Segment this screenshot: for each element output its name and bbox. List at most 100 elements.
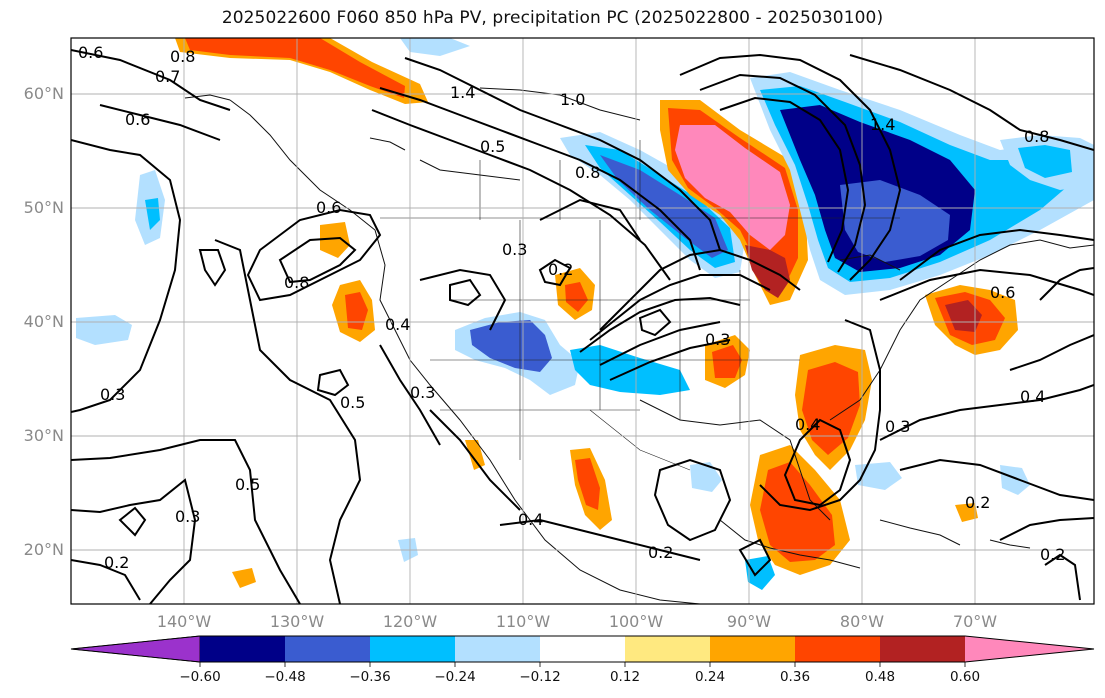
lat-label-60n: 60°N: [23, 84, 64, 103]
colorbar-tick-label: −0.12: [519, 669, 561, 685]
colorbar-tick-label: −0.24: [434, 669, 476, 685]
lat-label-40n: 40°N: [23, 312, 64, 331]
map-frame-content: 0.6 0.8 0.7 1.4 0.6 0.5 0.8 0.6 0.8 0.3 …: [71, 38, 1094, 604]
pv-contours: [71, 49, 1094, 604]
contour-label: 1.4: [870, 115, 895, 134]
colorbar-tick-label: 0.60: [949, 669, 981, 685]
contour-label: 0.2: [1040, 545, 1065, 564]
contour-label: 0.3: [175, 507, 200, 526]
lon-label-130w: 130°W: [269, 612, 325, 631]
shade-wc-pos-2: [345, 292, 368, 330]
shade-ne-pos-3: [945, 300, 982, 332]
lon-label-90w: 90°W: [726, 612, 772, 631]
shade-atl-pos-1: [955, 503, 978, 522]
shade-gulf-pos-2: [760, 462, 835, 562]
colorbar-tick-label: 0.24: [694, 669, 726, 685]
colorbar-segment-2: [285, 636, 370, 662]
contour-label: 0.4: [518, 510, 543, 529]
shade-atl-neg-1: [855, 462, 902, 490]
coastlines: [184, 87, 1094, 604]
shade-pac-neg-3: [76, 315, 132, 345]
lon-label-80w: 80°W: [839, 612, 885, 631]
colorbar-segment-6: [625, 636, 710, 662]
lon-label-100w: 100°W: [608, 612, 664, 631]
shade-sw-pos-2: [565, 282, 588, 312]
colorbar-segment-9-10: [880, 636, 965, 662]
shade-gl-pos-pink: [675, 125, 790, 250]
contour-label: 0.7: [155, 67, 180, 86]
contour-label: 0.5: [480, 137, 505, 156]
colorbar-segment-0: [70, 635, 201, 663]
colorbar-segment-1: [200, 636, 285, 662]
political-borders: [380, 140, 900, 471]
contour-label: 0.2: [648, 543, 673, 562]
contour-label: 0.3: [885, 417, 910, 436]
colorbar-segment-3: [370, 636, 455, 662]
shade-pac-neg-2: [145, 198, 160, 230]
lat-label-50n: 50°N: [23, 198, 64, 217]
contour-label: 0.3: [100, 385, 125, 404]
contour-label: 0.8: [1024, 127, 1049, 146]
lat-label-20n: 20°N: [23, 540, 64, 559]
lon-label-120w: 120°W: [382, 612, 438, 631]
shade-gl-pos-dark: [745, 245, 790, 298]
lon-label-140w: 140°W: [156, 612, 212, 631]
shade-ec-neg-4: [840, 180, 950, 262]
colorbar-tick-label: 0.36: [779, 669, 811, 685]
colorbar-segment-7: [710, 636, 795, 662]
contour-label: 0.5: [340, 393, 365, 412]
colorbar-segment-8: [795, 636, 880, 662]
colorbar-segment-4: [455, 636, 540, 662]
contour-label: 1.4: [450, 83, 475, 102]
contour-label: 0.3: [705, 330, 730, 349]
colorbar-tick-label: −0.36: [349, 669, 391, 685]
shade-top-neg-1: [400, 38, 470, 56]
contour-label: 1.0: [560, 90, 585, 109]
shade-cs-pos-2: [712, 345, 742, 378]
graticule: [71, 38, 1094, 604]
contour-label: 0.8: [575, 163, 600, 182]
contour-label: 0.3: [410, 383, 435, 402]
contour-label: 0.5: [235, 475, 260, 494]
shade-plains-neg-2: [470, 320, 552, 372]
contour-label: 0.2: [104, 553, 129, 572]
contour-label: 0.8: [170, 47, 195, 66]
shade-mx-pos-2: [575, 458, 600, 510]
precip-shading: [76, 38, 1094, 590]
contour-label: 0.8: [284, 273, 309, 292]
colorbar-tick-label: 0.48: [864, 669, 896, 685]
shade-se-pos-2: [802, 362, 860, 455]
lat-label-30n: 30°N: [23, 426, 64, 445]
shade-pac-pos-1: [232, 568, 256, 588]
lon-label-70w: 70°W: [952, 612, 998, 631]
contour-label: 0.4: [1020, 387, 1045, 406]
contour-labels: 0.6 0.8 0.7 1.4 0.6 0.5 0.8 0.6 0.8 0.3 …: [78, 43, 1065, 572]
contour-label: 0.6: [125, 110, 150, 129]
colorbar-tick-label: −0.60: [179, 669, 221, 685]
shade-wc-pos-3: [320, 222, 350, 258]
colorbar-segment-10: [965, 636, 1094, 662]
map-border: [70, 37, 1095, 605]
shade-ne-neg-2: [1018, 145, 1072, 178]
shade-nw-pos-inner: [185, 38, 405, 98]
contour-label: 0.2: [965, 493, 990, 512]
shade-mx-pos-3: [465, 440, 485, 470]
map-title: 2025022600 F060 850 hPa PV, precipitatio…: [221, 8, 884, 28]
contour-label: 0.2: [548, 260, 573, 279]
colorbar-tick-label: −0.48: [264, 669, 306, 685]
contour-label: 0.6: [78, 43, 103, 62]
colorbar-tick-label: 0.12: [609, 669, 641, 685]
lon-label-110w: 110°W: [495, 612, 551, 631]
colorbar-segment-5: [540, 636, 625, 662]
contour-label: 0.4: [385, 315, 410, 334]
shade-gulf-neg-1: [690, 462, 722, 492]
shade-atl-neg-2: [1000, 465, 1030, 495]
shade-canada-neg-3: [600, 155, 728, 258]
contour-label: 0.6: [990, 283, 1015, 302]
shade-carib-neg-1: [745, 556, 775, 590]
contour-label: 0.3: [502, 240, 527, 259]
contour-label: 0.4: [795, 415, 820, 434]
contour-label: 0.6: [316, 198, 341, 217]
